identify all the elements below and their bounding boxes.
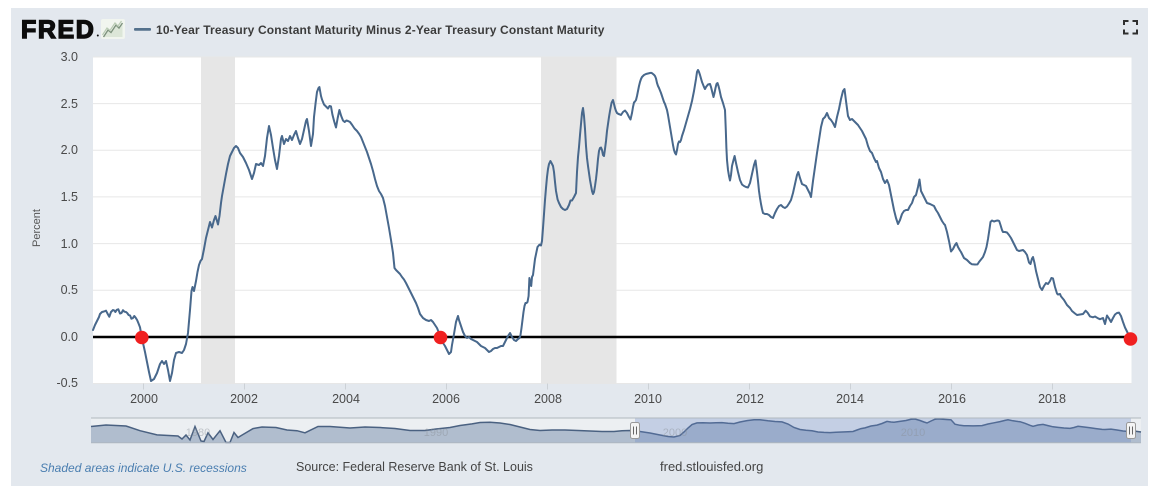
svg-text:FRED: FRED — [21, 16, 95, 44]
